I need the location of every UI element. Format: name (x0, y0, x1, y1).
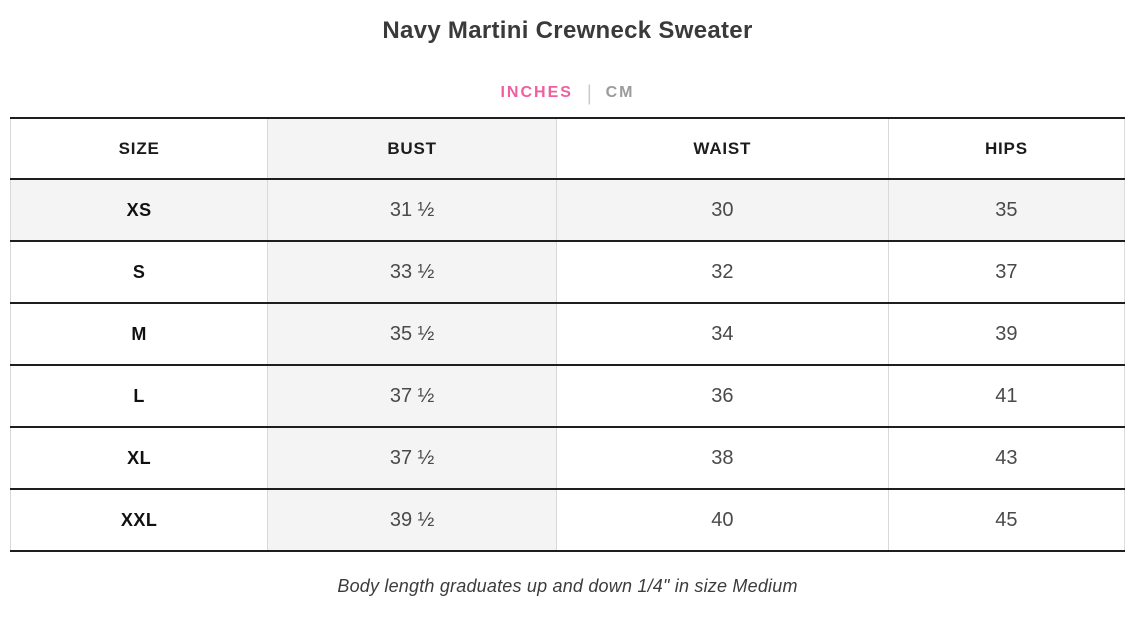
unit-toggle-separator: | (586, 81, 592, 105)
bust-value: 37 ½ (267, 365, 557, 427)
table-header-row: SIZE BUST WAIST HIPS (9, 118, 1125, 179)
tab-cm[interactable]: CM (605, 84, 635, 101)
hips-value: 35 (887, 179, 1125, 241)
bust-value: 39 ½ (267, 489, 557, 551)
size-label: XXL (9, 489, 268, 551)
tab-inches[interactable]: INCHES (500, 84, 573, 101)
size-label: XS (9, 179, 268, 241)
size-label: XL (9, 427, 268, 489)
table-row-m: M 35 ½ 34 39 (9, 303, 1125, 365)
waist-value: 34 (555, 303, 889, 365)
table-row-s: S 33 ½ 32 37 (9, 241, 1125, 303)
unit-toggle: INCHES | CM (0, 81, 1135, 105)
waist-value: 38 (555, 427, 889, 489)
hips-value: 43 (887, 427, 1125, 489)
column-header-hips: HIPS (887, 118, 1125, 179)
hips-value: 37 (887, 241, 1125, 303)
hips-value: 45 (887, 489, 1125, 551)
table-row-xxl: XXL 39 ½ 40 45 (9, 489, 1125, 551)
table-row-xs: XS 31 ½ 30 35 (9, 179, 1125, 241)
bust-value: 35 ½ (267, 303, 557, 365)
hips-value: 39 (887, 303, 1125, 365)
size-label: L (9, 365, 268, 427)
size-label: M (9, 303, 268, 365)
waist-value: 30 (555, 179, 889, 241)
footnote: Body length graduates up and down 1/4" i… (337, 576, 798, 596)
waist-value: 40 (555, 489, 889, 551)
size-label: S (9, 241, 268, 303)
page-title: Navy Martini Crewneck Sweater (382, 17, 753, 44)
bust-value: 33 ½ (267, 241, 557, 303)
table-row-xl: XL 37 ½ 38 43 (9, 427, 1125, 489)
hips-value: 41 (887, 365, 1125, 427)
column-header-size: SIZE (9, 118, 268, 179)
waist-value: 32 (555, 241, 889, 303)
bust-value: 37 ½ (267, 427, 557, 489)
column-header-bust: BUST (267, 118, 557, 179)
waist-value: 36 (555, 365, 889, 427)
bust-value: 31 ½ (267, 179, 557, 241)
size-chart-table: SIZE BUST WAIST HIPS XS 31 ½ 30 35 S 33 … (9, 117, 1125, 552)
table-row-l: L 37 ½ 36 41 (9, 365, 1125, 427)
column-header-waist: WAIST (555, 118, 889, 179)
